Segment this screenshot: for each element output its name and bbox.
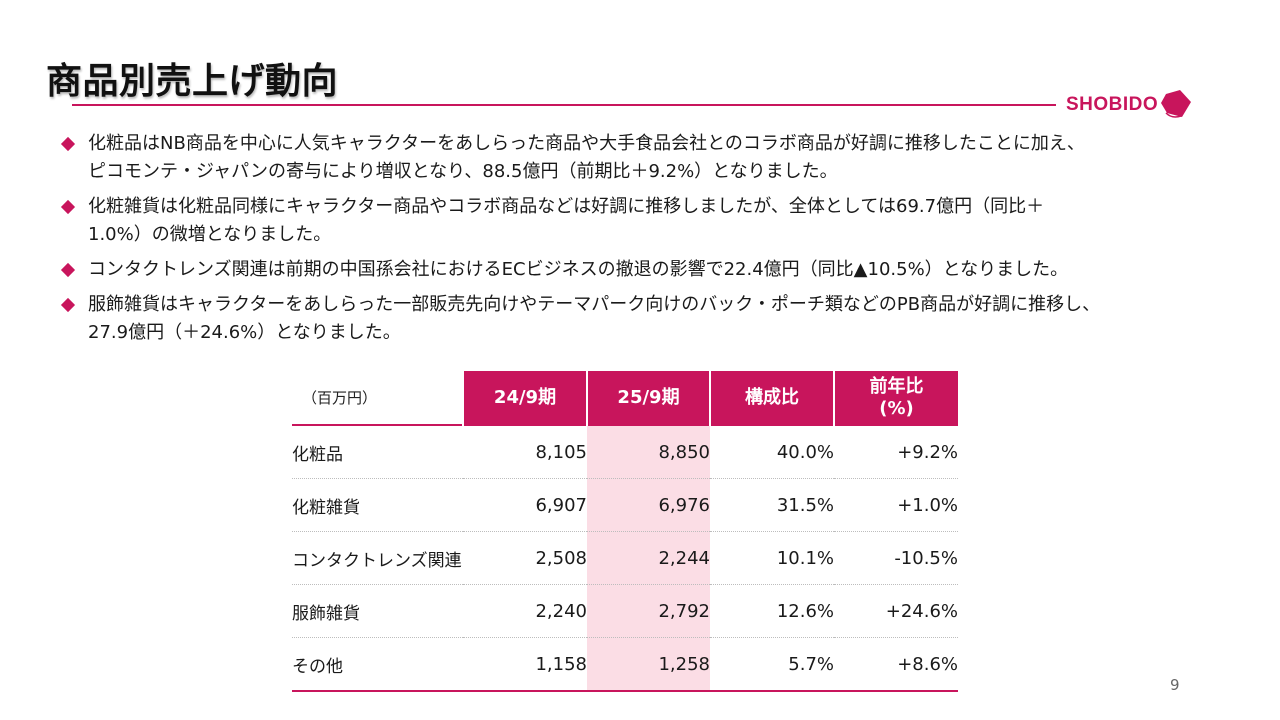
header-share: 構成比: [709, 371, 834, 425]
logo-mark-icon: [1161, 90, 1192, 118]
yoy-value: +1.0%: [834, 478, 958, 532]
prev-value: 6,907: [463, 478, 587, 532]
prev-value: 8,105: [463, 425, 587, 479]
diamond-bullet-icon: [60, 262, 76, 278]
prev-value: 1,158: [463, 637, 587, 692]
table-row: その他 1,158 1,258 5.7% +8.6%: [292, 637, 958, 692]
share-value: 5.7%: [710, 637, 834, 692]
prev-value: 2,508: [463, 531, 587, 585]
yoy-value: +9.2%: [834, 425, 958, 479]
category-name: 服飾雑貨: [292, 584, 463, 638]
bullet-text: 1.0%）の微増となりました。: [88, 224, 332, 245]
unit-label: （百万円）: [292, 371, 463, 425]
category-name: 化粧雑貨: [292, 478, 463, 532]
share-value: 31.5%: [710, 478, 834, 532]
table-row: コンタクトレンズ関連 2,508 2,244 10.1% -10.5%: [292, 531, 958, 585]
current-value: 8,850: [587, 425, 710, 479]
yoy-value: +24.6%: [834, 584, 958, 638]
current-value: 2,792: [587, 584, 710, 638]
bullet-text: 化粧品はNB商品を中心に人気キャラクターをあしらった商品や大手食品会社とのコラボ…: [88, 133, 1085, 154]
current-value: 6,976: [587, 478, 710, 532]
header-yoy-label: 前年比: [869, 375, 924, 397]
sales-table-container: （百万円） 24/9期 25/9期 構成比 前年比 (%) 化粧品 8,105 …: [292, 371, 958, 692]
header-yoy: 前年比 (%): [833, 371, 958, 425]
share-value: 40.0%: [710, 425, 834, 479]
bullet-list: 化粧品はNB商品を中心に人気キャラクターをあしらった商品や大手食品会社とのコラボ…: [60, 130, 1260, 354]
bullet-text: 化粧雑貨は化粧品同様にキャラクター商品やコラボ商品などは好調に推移しましたが、全…: [88, 196, 1045, 217]
page-number: 9: [1170, 676, 1180, 694]
header-prev-period: 24/9期: [462, 371, 587, 425]
table-row: 化粧品 8,105 8,850 40.0% +9.2%: [292, 425, 958, 479]
bullet-item: 化粧雑貨は化粧品同様にキャラクター商品やコラボ商品などは好調に推移しましたが、全…: [60, 193, 1260, 249]
table-header-row: （百万円） 24/9期 25/9期 構成比 前年比 (%): [292, 371, 958, 425]
bullet-text: ピコモンテ・ジャパンの寄与により増収となり、88.5億円（前期比＋9.2%）とな…: [88, 161, 838, 182]
category-name: その他: [292, 637, 463, 692]
company-logo: SHOBIDO: [1066, 90, 1192, 120]
prev-value: 2,240: [463, 584, 587, 638]
header-current-period: 25/9期: [586, 371, 710, 425]
bullet-item: コンタクトレンズ関連は前期の中国孫会社におけるECビジネスの撤退の影響で22.4…: [60, 256, 1260, 284]
category-name: 化粧品: [292, 425, 463, 479]
diamond-bullet-icon: [60, 199, 76, 215]
page-title: 商品別売上げ動向: [46, 61, 339, 102]
bullet-text: コンタクトレンズ関連は前期の中国孫会社におけるECビジネスの撤退の影響で22.4…: [88, 259, 1069, 280]
table-row: 化粧雑貨 6,907 6,976 31.5% +1.0%: [292, 478, 958, 532]
bullet-item: 服飾雑貨はキャラクターをあしらった一部販売先向けやテーマパーク向けのバック・ポー…: [60, 291, 1260, 347]
bullet-text: 服飾雑貨はキャラクターをあしらった一部販売先向けやテーマパーク向けのバック・ポー…: [88, 294, 1101, 315]
current-value: 1,258: [587, 637, 710, 692]
diamond-bullet-icon: [60, 297, 76, 313]
yoy-value: +8.6%: [834, 637, 958, 692]
bullet-item: 化粧品はNB商品を中心に人気キャラクターをあしらった商品や大手食品会社とのコラボ…: [60, 130, 1260, 186]
current-value: 2,244: [587, 531, 710, 585]
sales-by-category-table: （百万円） 24/9期 25/9期 構成比 前年比 (%) 化粧品 8,105 …: [292, 371, 958, 692]
category-name: コンタクトレンズ関連: [292, 531, 463, 585]
share-value: 12.6%: [710, 584, 834, 638]
share-value: 10.1%: [710, 531, 834, 585]
bullet-text: 27.9億円（＋24.6%）となりました。: [88, 322, 401, 343]
table-row: 服飾雑貨 2,240 2,792 12.6% +24.6%: [292, 584, 958, 638]
title-divider: [72, 104, 1056, 106]
yoy-value: -10.5%: [834, 531, 958, 585]
header-yoy-unit: (%): [879, 397, 914, 419]
diamond-bullet-icon: [60, 136, 76, 152]
logo-text: SHOBIDO: [1066, 94, 1159, 115]
